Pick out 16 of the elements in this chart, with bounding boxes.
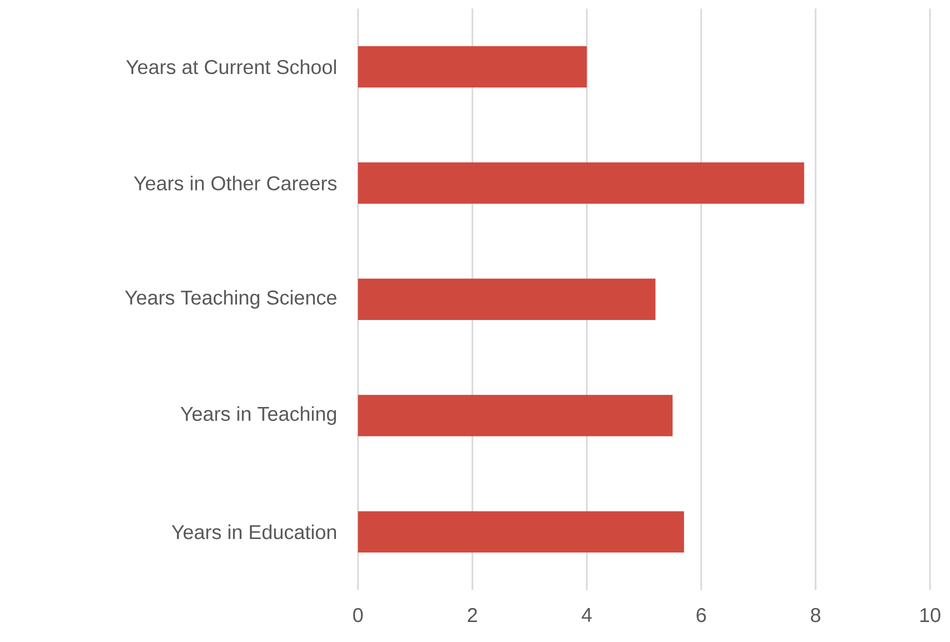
y-tick-label: Years Teaching Science [125, 290, 336, 309]
x-tick-label: 0 [353, 608, 363, 622]
x-tick-label: 2 [468, 608, 477, 622]
bar [358, 46, 587, 88]
x-tick-label: 6 [696, 608, 706, 622]
x-tick-label: 4 [582, 608, 592, 622]
x-tick-label: 10 [920, 608, 940, 622]
bar [358, 162, 804, 204]
y-tick-label: Years in Education [172, 524, 336, 540]
bar [358, 394, 673, 436]
y-tick-label: Years in Other Careers [134, 176, 337, 190]
y-tick-label: Years in Teaching [180, 406, 336, 425]
y-tick-label: Years at Current School [126, 59, 336, 74]
bar [358, 511, 684, 553]
x-tick-label: 8 [810, 608, 820, 622]
bar [358, 278, 656, 320]
